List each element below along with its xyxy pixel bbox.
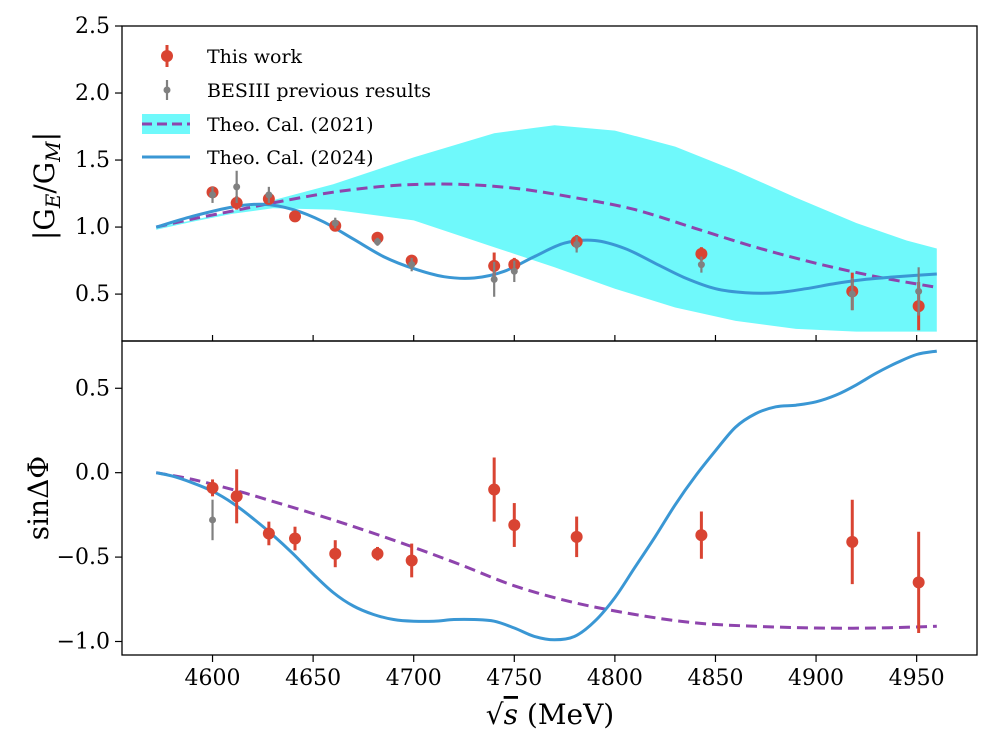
this-work-point [405,554,418,567]
bottom-y-axis-label: sinΔΦ [22,456,55,541]
besiii-point [408,261,416,269]
xtick-label: 4700 [386,666,442,691]
besiii-point [490,275,498,283]
legend-entry-theo2024: Theo. Cal. (2024) [142,147,374,169]
legend-this-work-marker [161,50,173,62]
legend: This work BESIII previous results Theo. … [142,45,431,169]
xtick-label: 4850 [687,666,743,691]
bottom-panel: −1.0 −0.5 0.0 0.5 4600 4650 4700 4750 4800 4850 4… [22,335,978,731]
besiii-point [848,290,856,298]
this-work-point [912,576,925,589]
this-work-point [289,532,302,545]
this-work-point [289,210,302,223]
legend-entry-this-work: This work [161,45,303,68]
xtick-label: 4750 [486,666,542,691]
bottom-ytick-label: 0.0 [75,461,110,486]
top-ytick-label: 1.0 [75,215,110,240]
top-ytick-label: 2.5 [75,14,110,39]
top-ytick-label: 2.0 [75,81,110,106]
legend-this-work-label: This work [207,46,303,68]
xtick-label: 4600 [185,666,241,691]
bottom-ytick-label: 0.5 [75,376,110,401]
besiii-point [209,516,217,524]
this-work-point [230,490,243,503]
legend-besiii-label: BESIII previous results [207,80,431,102]
this-work-point [695,529,708,542]
xtick-label: 4900 [788,666,844,691]
legend-theo2024-label: Theo. Cal. (2024) [207,147,374,169]
top-y-axis-label: |GE/GM| [28,132,65,240]
legend-entry-besiii: BESIII previous results [163,80,431,102]
besiii-point [915,287,923,295]
besiii-point [233,183,241,191]
legend-theo2021-label: Theo. Cal. (2021) [207,114,374,136]
legend-entry-theo2021: Theo. Cal. (2021) [142,114,374,136]
besiii-point [331,219,339,227]
this-work-point [488,483,501,496]
besiii-point [265,191,273,199]
bottom-ytick-label: −0.5 [57,545,110,570]
besiii-point [510,267,518,275]
this-work-point [695,247,708,260]
bottom-ytick-label: −1.0 [57,629,110,654]
bottom-axes-frame [121,340,978,656]
theo2021-line [155,471,937,630]
xtick-label: 4950 [889,666,945,691]
x-axis-label: √s (MeV) [486,698,614,731]
this-work-point [846,535,859,548]
besiii-point [373,238,381,246]
theo2024-line [155,349,938,642]
this-work-point [570,530,583,543]
legend-besiii-marker [163,86,171,94]
besiii-point [209,191,217,199]
this-work-point [262,527,275,540]
besiii-point [573,240,581,248]
xtick-label: 4800 [587,666,643,691]
xtick-label: 4650 [285,666,341,691]
top-ytick-label: 0.5 [75,282,110,307]
besiii-point [697,261,705,269]
this-work-point [371,547,384,560]
this-work-point [508,519,521,532]
top-ytick-label: 1.5 [75,148,110,173]
this-work-point [329,547,342,560]
theo2021-line [155,182,938,289]
top-panel: 0.5 1.0 1.5 2.0 2.5 |GE/GM| This work BESIII… [28,14,978,342]
theo2021-uncertainty-band [156,125,937,332]
this-work-point [206,481,219,494]
